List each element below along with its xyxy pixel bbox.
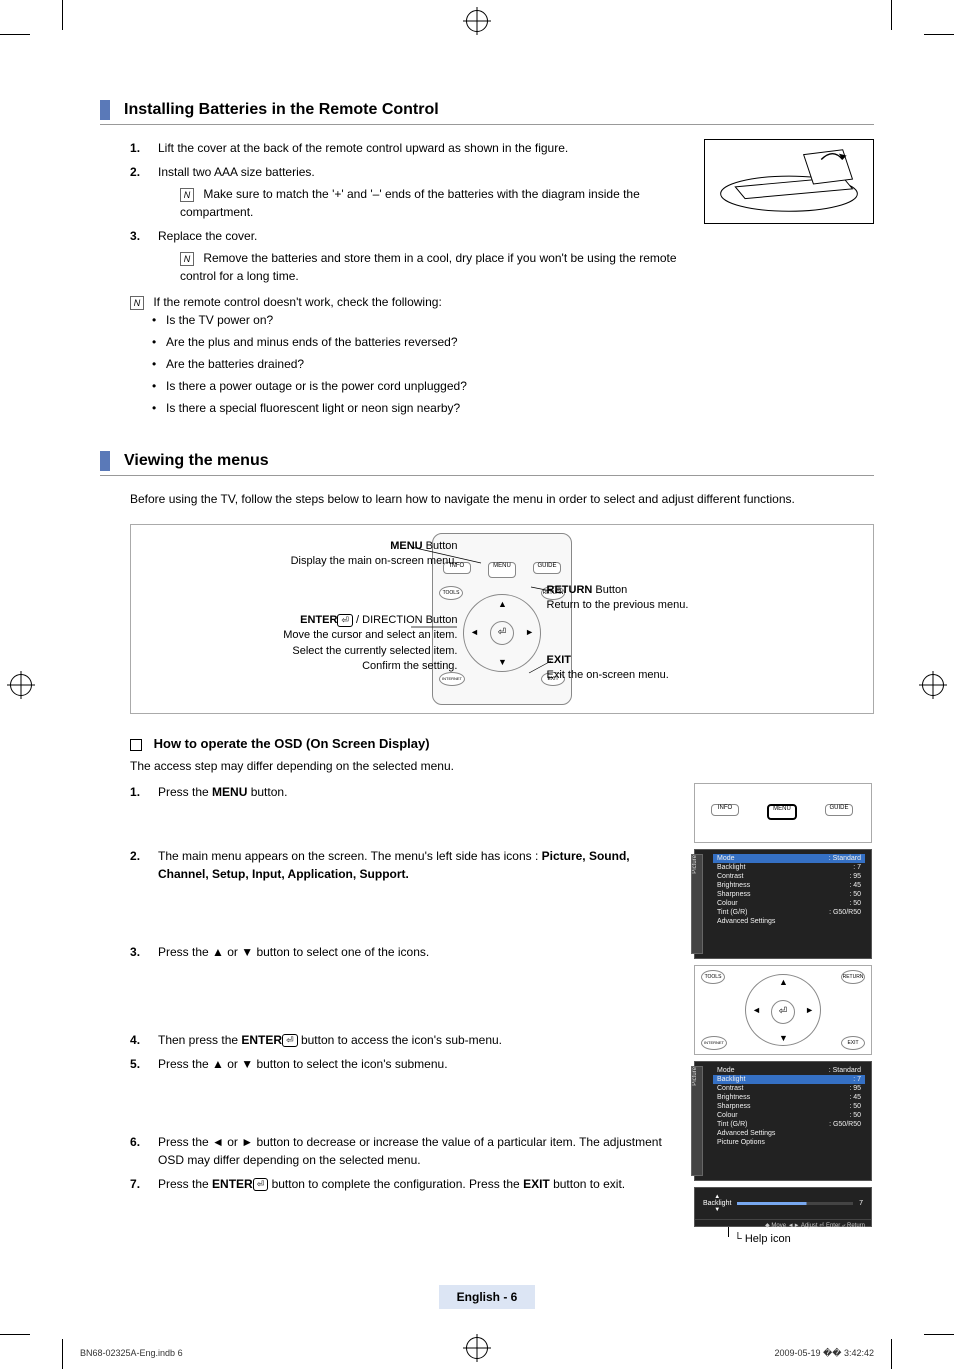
doc-timestamp: 2009-05-19 �� 3:42:42 bbox=[774, 1348, 874, 1359]
step-item: Press the MENU button. bbox=[130, 783, 674, 801]
remote-callout-diagram: INFO MENU GUIDE TOOLS RETURN ⏎ ▲ ▼ ◄ ► I… bbox=[130, 524, 874, 714]
enter-icon: ⏎ bbox=[282, 1034, 298, 1047]
osd-subheading: How to operate the OSD (On Screen Displa… bbox=[130, 736, 874, 751]
section-heading-batteries: Installing Batteries in the Remote Contr… bbox=[100, 100, 874, 125]
note-text: Make sure to match the '+' and '–' ends … bbox=[180, 187, 640, 219]
list-item: Is there a special fluorescent light or … bbox=[152, 399, 684, 417]
menu-row: Contrast: 95 bbox=[713, 872, 865, 881]
callout-desc: Select the currently selected item. bbox=[292, 645, 457, 657]
menu-row: Colour: 50 bbox=[713, 1111, 865, 1120]
menu-row: Backlight: 7 bbox=[713, 863, 865, 872]
remote-top-figure: INFO MENU GUIDE bbox=[694, 783, 872, 843]
check-intro-text: If the remote control doesn't work, chec… bbox=[153, 295, 441, 309]
callout-desc: Move the cursor and select an item. bbox=[283, 629, 457, 641]
guide-button: GUIDE bbox=[533, 562, 561, 574]
step-item: Press the ▲ or ▼ button to select the ic… bbox=[130, 1055, 674, 1073]
step-item: The main menu appears on the screen. The… bbox=[130, 847, 674, 883]
step-text: Install two AAA size batteries. bbox=[158, 165, 315, 179]
section-intro: Before using the TV, follow the steps be… bbox=[130, 490, 874, 508]
heading-title: Viewing the menus bbox=[124, 452, 269, 470]
note-text: Remove the batteries and store them in a… bbox=[180, 251, 677, 283]
step-item: Lift the cover at the back of the remote… bbox=[130, 139, 684, 157]
step-item: Press the ENTER⏎ button to complete the … bbox=[130, 1175, 674, 1193]
step-item: Then press the ENTER⏎ button to access t… bbox=[130, 1031, 674, 1049]
menu-button: MENU bbox=[488, 562, 516, 578]
menu-row: Brightness: 45 bbox=[713, 1093, 865, 1102]
step-text: Lift the cover at the back of the remote… bbox=[158, 141, 568, 155]
step-item: Press the ◄ or ► button to decrease or i… bbox=[130, 1133, 674, 1169]
list-item: Are the plus and minus ends of the batte… bbox=[152, 333, 684, 351]
heading-bar-icon bbox=[100, 451, 110, 471]
note-icon: N bbox=[180, 252, 194, 266]
menu-row: Mode: Standard bbox=[713, 1066, 865, 1075]
callout-desc: Return to the previous menu. bbox=[547, 599, 689, 611]
remote-dpad-figure: ⏎ ▲ ▼ ◄ ► TOOLS RETURN INTERNET EXIT bbox=[694, 965, 872, 1055]
enter-button: ⏎ bbox=[490, 621, 514, 645]
slider-track bbox=[737, 1202, 853, 1205]
osd-menu-figure: Picture Mode: StandardBacklight: 7Contra… bbox=[694, 849, 872, 959]
help-icon-label: └ Help icon bbox=[694, 1233, 874, 1245]
step-item: Install two AAA size batteries. N Make s… bbox=[130, 163, 684, 221]
info-button: INFO bbox=[711, 804, 739, 816]
osd-submenu-figure: Picture Mode: StandardBacklight: 7Contra… bbox=[694, 1061, 872, 1181]
right-arrow-icon: ► bbox=[525, 627, 534, 637]
page-number: English - 6 bbox=[439, 1285, 536, 1309]
battery-install-figure bbox=[704, 139, 874, 224]
list-item: Are the batteries drained? bbox=[152, 355, 684, 373]
callout-desc: Display the main on-screen menu. bbox=[291, 555, 458, 567]
menu-row: Sharpness: 50 bbox=[713, 1102, 865, 1111]
left-arrow-icon: ◄ bbox=[470, 627, 479, 637]
heading-bar-icon bbox=[100, 100, 110, 120]
menu-row: Advanced Settings bbox=[713, 917, 865, 926]
menu-row: Sharpness: 50 bbox=[713, 890, 865, 899]
enter-icon: ⏎ bbox=[337, 614, 353, 627]
print-meta-footer: BN68-02325A-Eng.indb 6 2009-05-19 �� 3:4… bbox=[80, 1348, 874, 1359]
callout-label: EXIT bbox=[547, 654, 571, 666]
callout-label: MENU bbox=[390, 540, 422, 552]
step-item: Replace the cover. N Remove the batterie… bbox=[130, 227, 684, 285]
callout-desc: Confirm the setting. bbox=[362, 660, 457, 672]
slider-footer: ◆ Move ◄► Adjust ⏎ Enter ⤶ Return bbox=[695, 1219, 871, 1232]
note-line: N Make sure to match the '+' and '–' end… bbox=[158, 185, 684, 221]
checkbox-icon bbox=[130, 739, 142, 751]
down-arrow-icon: ▼ bbox=[498, 657, 507, 667]
menu-row: Contrast: 95 bbox=[713, 1084, 865, 1093]
menu-row: Mode: Standard bbox=[713, 854, 865, 863]
callout-label: RETURN bbox=[547, 584, 593, 596]
note-icon: N bbox=[130, 296, 144, 310]
menu-row: Advanced Settings bbox=[713, 1129, 865, 1138]
heading-title: Installing Batteries in the Remote Contr… bbox=[124, 101, 439, 119]
check-intro: N If the remote control doesn't work, ch… bbox=[130, 293, 684, 311]
doc-filename: BN68-02325A-Eng.indb 6 bbox=[80, 1348, 183, 1359]
check-list: Is the TV power on? Are the plus and min… bbox=[130, 311, 684, 417]
list-item: Is the TV power on? bbox=[152, 311, 684, 329]
callout-desc: Exit the on-screen menu. bbox=[547, 669, 669, 681]
note-line: N Remove the batteries and store them in… bbox=[158, 249, 684, 285]
menu-row: Tint (G/R): G50/R50 bbox=[713, 908, 865, 917]
direction-pad: ⏎ ▲ ▼ ◄ ► bbox=[463, 594, 541, 672]
menu-row: Tint (G/R): G50/R50 bbox=[713, 1120, 865, 1129]
enter-icon: ⏎ bbox=[253, 1178, 269, 1191]
osd-slider-figure: ▲ Backlight ▼ 7 ◆ Move ◄► Adjust ⏎ Enter… bbox=[694, 1187, 872, 1227]
callout-label: ENTER bbox=[300, 614, 337, 626]
section-heading-menus: Viewing the menus bbox=[100, 451, 874, 476]
note-icon: N bbox=[180, 188, 194, 202]
menu-button: MENU bbox=[767, 804, 797, 820]
step-item: Press the ▲ or ▼ button to select one of… bbox=[130, 943, 674, 961]
menu-row: Picture Options bbox=[713, 1138, 865, 1147]
tools-button: TOOLS bbox=[439, 586, 463, 600]
menu-row: Backlight: 7 bbox=[713, 1075, 865, 1084]
step-text: Replace the cover. bbox=[158, 229, 257, 243]
up-arrow-icon: ▲ bbox=[498, 599, 507, 609]
list-item: Is there a power outage or is the power … bbox=[152, 377, 684, 395]
menu-row: Brightness: 45 bbox=[713, 881, 865, 890]
menu-row: Colour: 50 bbox=[713, 899, 865, 908]
osd-intro: The access step may differ depending on … bbox=[130, 757, 874, 775]
guide-button: GUIDE bbox=[825, 804, 853, 816]
page-footer: English - 6 bbox=[100, 1285, 874, 1309]
